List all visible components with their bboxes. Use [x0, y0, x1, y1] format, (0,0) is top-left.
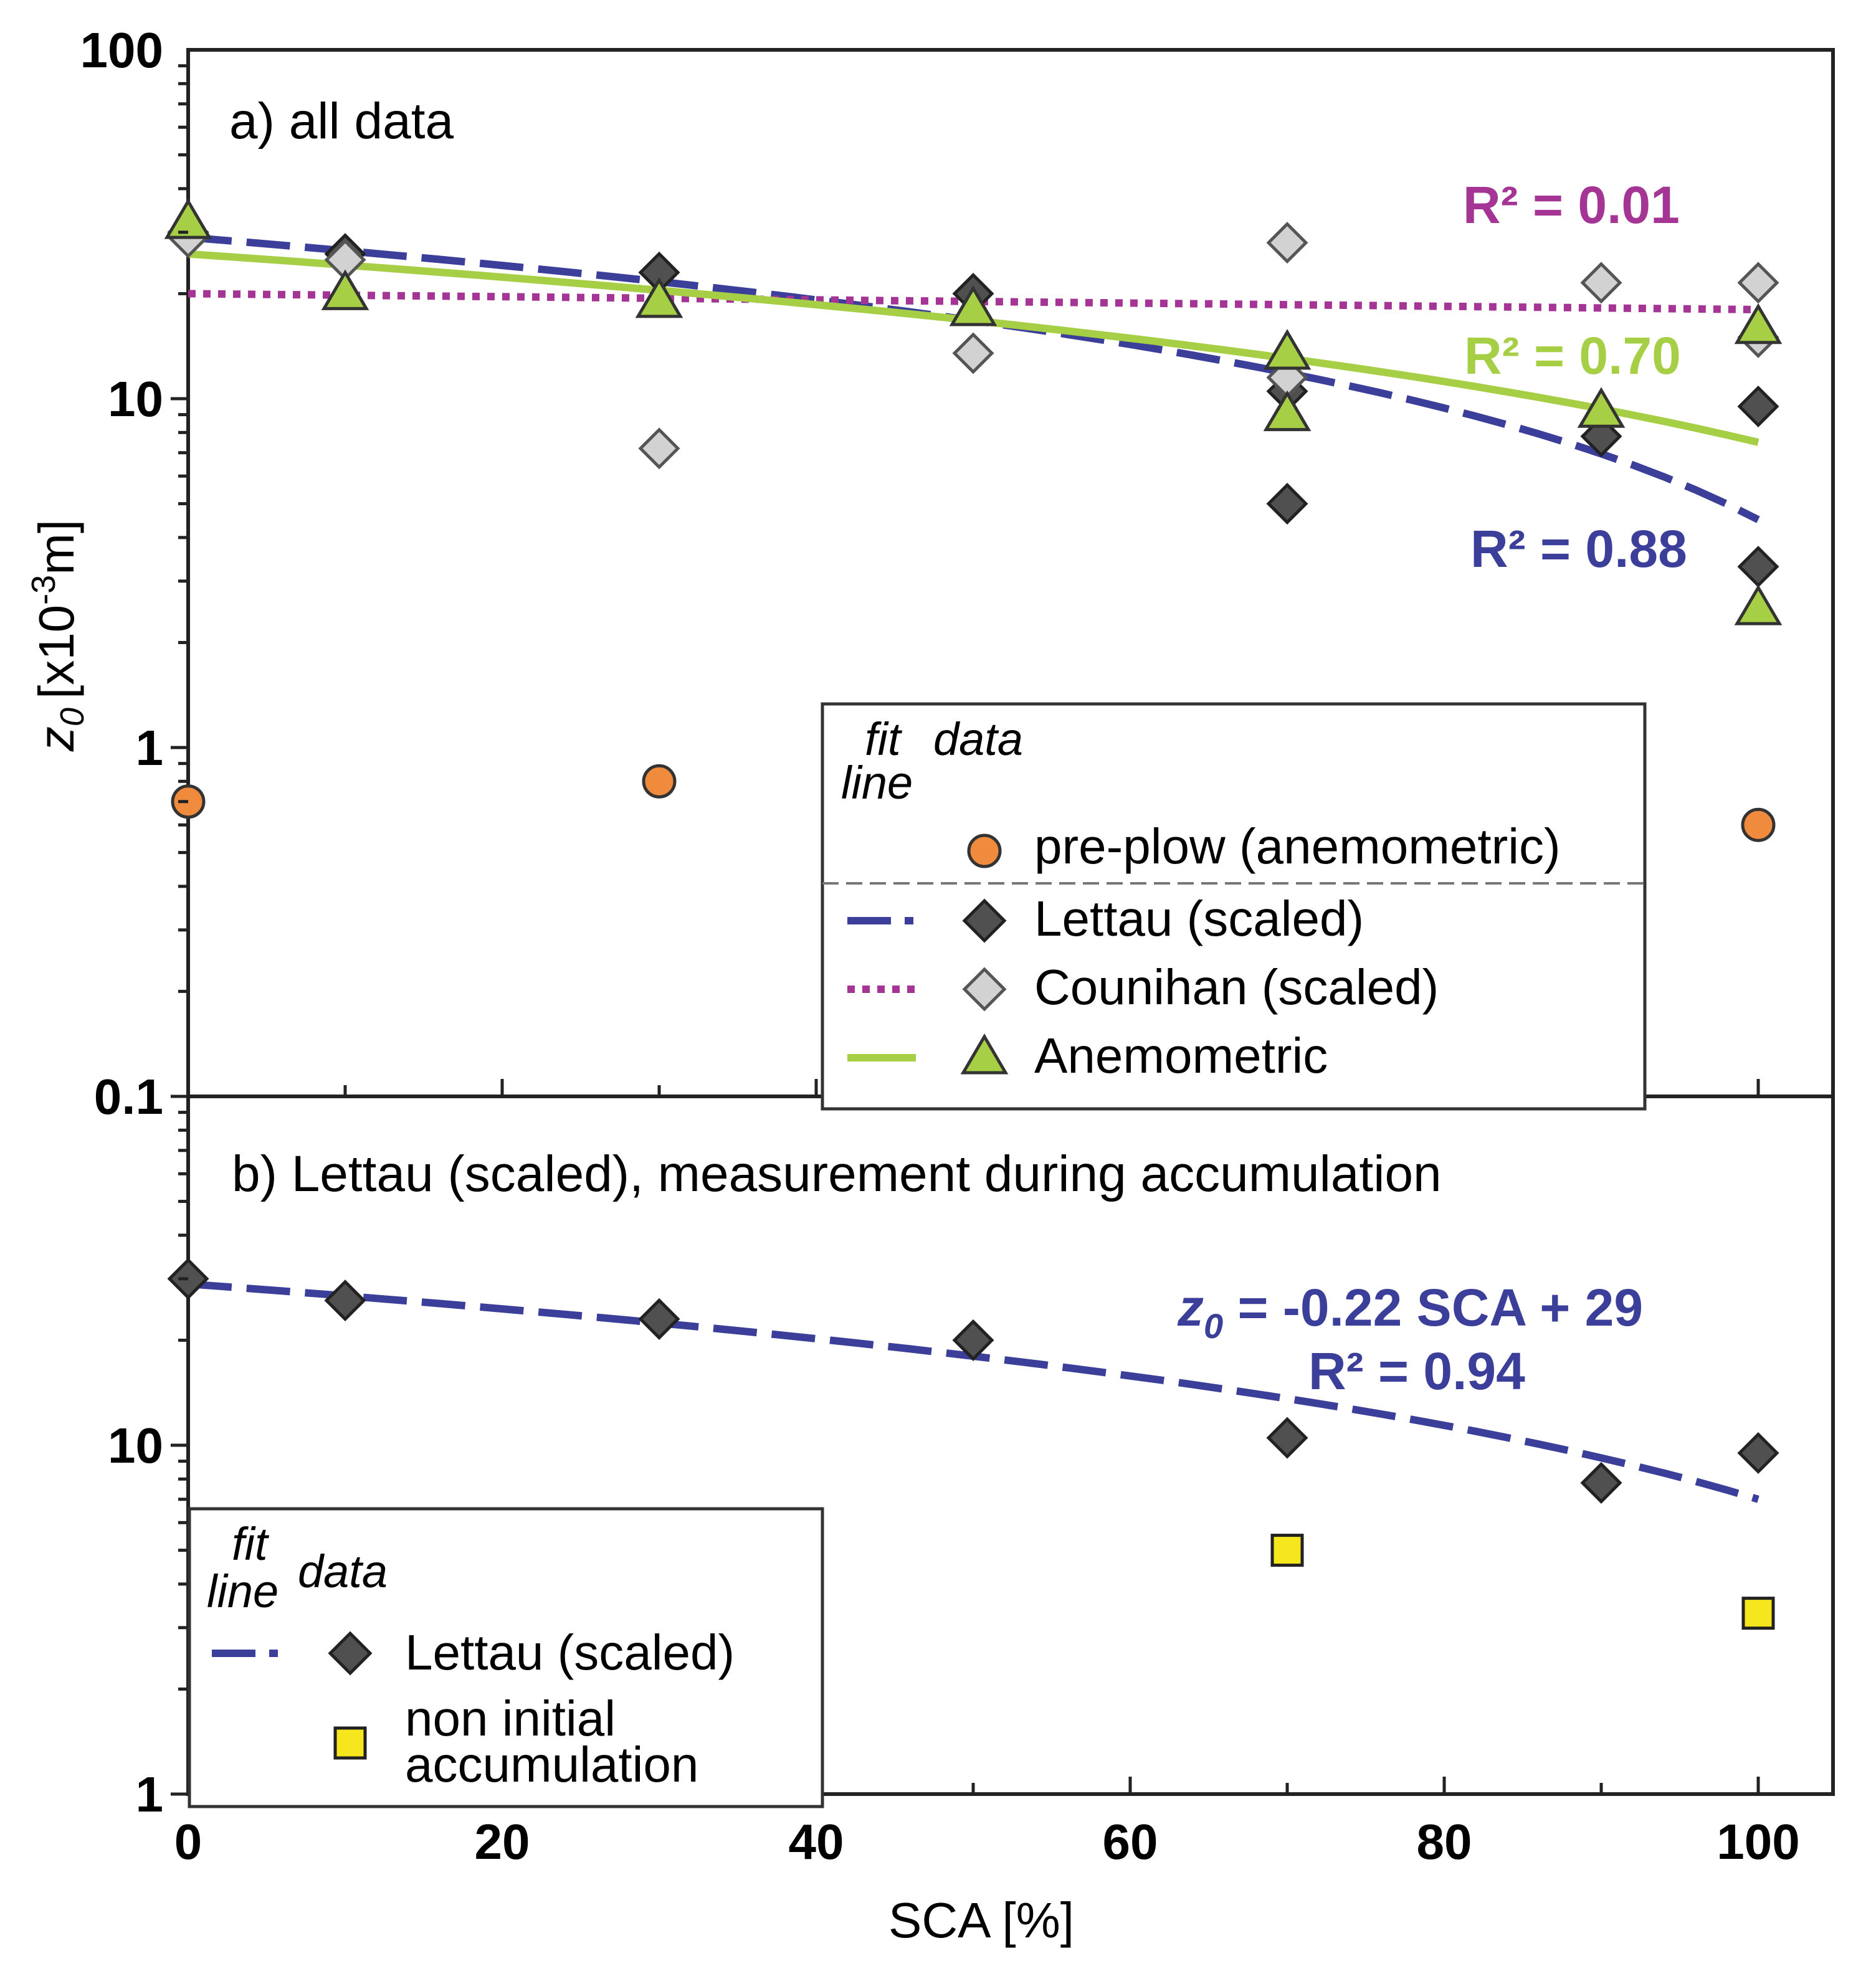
- legend-b-lettau-label: Lettau (scaled): [405, 1625, 735, 1680]
- panel-b-legend: fit line data Lettau (scaled) non initia…: [188, 1507, 824, 1808]
- point-counihan: [1580, 262, 1622, 304]
- x-axis-title: SCA [%]: [888, 1893, 1074, 1948]
- point-b-lettau: [638, 1298, 680, 1340]
- legend-b-lettau-marker: [328, 1631, 373, 1676]
- panel-a-data-points: [164, 198, 1783, 842]
- panel-a-legend-header-fit: fit: [865, 713, 903, 765]
- legend-lettau-label: Lettau (scaled): [1034, 891, 1364, 946]
- point-anemo: [1577, 387, 1626, 428]
- panel-a-title: a) all data: [229, 93, 454, 150]
- panel-b-x-tick-label: 80: [1417, 1814, 1472, 1869]
- equation-z: z: [1177, 1278, 1204, 1337]
- r2-counihan-label: R² = 0.01: [1463, 176, 1680, 234]
- point-anemo: [1734, 303, 1783, 344]
- panel-b-legend-header-line: line: [207, 1565, 279, 1617]
- panel-b-x-tick-label: 0: [174, 1814, 202, 1869]
- panel-a-legend-box: [821, 702, 1647, 1111]
- point-b-lettau: [1737, 1432, 1779, 1475]
- point-lettau: [1266, 483, 1308, 525]
- y-axis-title-sub: 0: [54, 708, 91, 726]
- panel-b-legend-header-fit: fit: [232, 1518, 270, 1570]
- point-preplow: [642, 764, 677, 799]
- r2-anemometric-label: R² = 0.70: [1464, 326, 1681, 385]
- panel-a-legend-header-line: line: [841, 757, 913, 809]
- panel-b-legend-header-data: data: [298, 1546, 388, 1597]
- panel-b-data-points: [167, 1258, 1779, 1630]
- legend-b-nonaccum-label-line1: non initial: [405, 1691, 616, 1746]
- panel-a-y-tick-label: 10: [108, 371, 163, 427]
- point-anemo: [321, 269, 369, 310]
- point-lettau: [1737, 385, 1779, 428]
- panel-b-equation: z0 = -0.22 SCA + 29: [1177, 1278, 1643, 1346]
- point-b-nonaccum: [1741, 1597, 1775, 1630]
- panel-b-x-tick-label: 40: [789, 1814, 844, 1869]
- axis-labels: SCA [%] z0[x10-3m]: [25, 520, 1074, 1948]
- legend-preplow-marker: [967, 834, 1002, 868]
- point-anemo: [635, 277, 683, 318]
- legend-lettau-marker: [962, 898, 1007, 943]
- legend-b-nonaccum-label-line2: accumulation: [405, 1737, 698, 1792]
- panel-b-title: b) Lettau (scaled), measurement during a…: [232, 1146, 1442, 1202]
- panel-b-x-tick-label: 60: [1103, 1814, 1158, 1869]
- point-counihan: [1737, 262, 1779, 304]
- legend-preplow-label: pre-plow (anemometric): [1034, 819, 1561, 874]
- legend-counihan-marker: [962, 967, 1007, 1012]
- panel-a-y-tick-label: 1: [136, 720, 164, 776]
- panel-b-r2-label: R² = 0.94: [1308, 1342, 1525, 1400]
- point-anemo: [949, 285, 998, 326]
- point-counihan: [638, 427, 680, 470]
- y-axis-title-z: z: [29, 726, 84, 752]
- point-counihan: [952, 332, 994, 374]
- legend-anemometric-label: Anemometric: [1034, 1028, 1328, 1083]
- panel-b-y-tick-label: 10: [108, 1418, 163, 1473]
- y-axis-title-unit-exp: -3: [25, 575, 62, 605]
- y-axis-title: z0 [x10-3m]: [25, 520, 91, 752]
- panel-a-legend-header-data: data: [933, 713, 1023, 765]
- point-anemo: [1263, 329, 1312, 370]
- point-b-lettau: [952, 1319, 994, 1361]
- point-anemo: [164, 198, 212, 239]
- point-anemo: [1263, 390, 1312, 432]
- plot-frame: [186, 48, 1835, 1796]
- panel-b-legend-box: [188, 1507, 824, 1808]
- point-b-lettau: [1580, 1461, 1622, 1504]
- legend-counihan-label: Counihan (scaled): [1034, 959, 1439, 1015]
- panel-b-x-tick-label: 20: [475, 1814, 530, 1869]
- panel-a-ticks: 0.1 1 10 100: [80, 22, 1760, 1124]
- point-preplow: [1741, 807, 1776, 842]
- point-b-lettau: [324, 1280, 366, 1322]
- point-counihan: [1266, 222, 1308, 264]
- point-anemo: [1734, 584, 1783, 625]
- point-b-lettau: [1266, 1417, 1308, 1459]
- r2-lettau-label: R² = 0.88: [1470, 520, 1687, 578]
- equation-rhs: = -0.22 SCA + 29: [1223, 1278, 1643, 1337]
- panel-a-y-tick-label: 100: [80, 22, 163, 78]
- panel-b-y-tick-label: 1: [136, 1767, 164, 1822]
- legend-b-nonaccum-marker: [333, 1726, 367, 1760]
- panel-a: 0.1 1 10 100 a) all data R² = 0.01 R² = 0.7…: [80, 22, 1783, 1124]
- y-axis-title-unit-pre: [x10: [29, 605, 84, 699]
- equation-subscript: 0: [1204, 1306, 1223, 1346]
- point-b-nonaccum: [1270, 1534, 1304, 1567]
- panel-b-x-tick-label: 100: [1716, 1814, 1799, 1869]
- y-axis-title-unit-post: m]: [29, 520, 84, 575]
- legend-anemometric-marker: [960, 1033, 1009, 1075]
- panel-a-y-tick-label: 0.1: [94, 1069, 163, 1124]
- panel-a-legend: fit data line pre-plow (anemometric) Let…: [821, 702, 1647, 1111]
